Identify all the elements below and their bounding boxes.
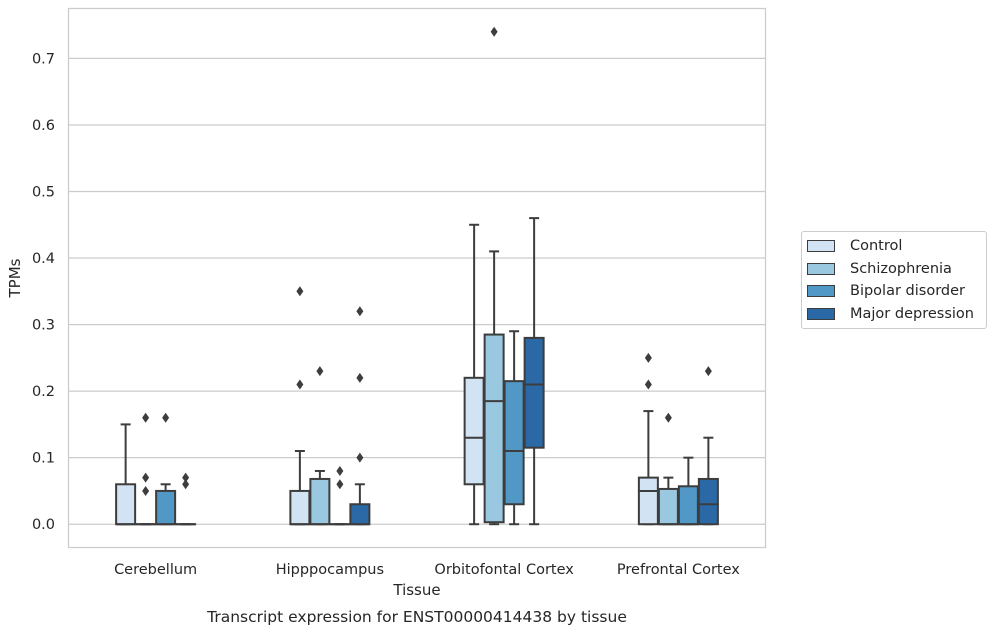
legend-swatch (807, 262, 835, 275)
outlier-point (356, 452, 364, 463)
outlier-point (316, 366, 324, 377)
y-tick-label: 0.5 (32, 184, 55, 200)
x-axis-label: Tissue (392, 581, 440, 599)
box-body (463, 376, 485, 486)
box (483, 26, 505, 526)
box (463, 223, 485, 526)
y-tick-label: 0.6 (32, 118, 55, 134)
box-body (503, 380, 525, 506)
box (503, 330, 525, 526)
box (657, 412, 679, 526)
box (289, 286, 311, 526)
box (155, 412, 177, 526)
outlier-point (644, 379, 652, 390)
legend: Control Schizophrenia Bipolar disorder Majo… (801, 231, 987, 329)
box (329, 465, 351, 526)
outlier-point (356, 306, 364, 317)
outlier-point (296, 286, 304, 297)
outlier-point (356, 372, 364, 383)
outlier-point (644, 352, 652, 363)
box (135, 412, 157, 526)
outlier-point (664, 412, 672, 423)
outlier-point (490, 26, 498, 37)
outlier-point (704, 366, 712, 377)
legend-label: Control (850, 238, 903, 255)
plot-frame (67, 7, 767, 549)
outlier-point (182, 479, 190, 490)
outlier-point (336, 479, 344, 490)
box-body (289, 489, 311, 526)
x-tick-label: Prefrontal Cortex (617, 562, 740, 578)
y-axis-label: TPMs (6, 258, 24, 298)
box (309, 366, 331, 526)
box (523, 217, 545, 526)
legend-item: Schizophrenia (802, 258, 986, 281)
box-body (115, 483, 137, 526)
chart-title: Transcript expression for ENST0000041443… (206, 608, 627, 626)
box (637, 352, 659, 526)
outlier-point (182, 472, 190, 483)
legend-item: Major depression (802, 303, 986, 326)
legend-item: Bipolar disorder (802, 280, 986, 303)
legend-item: Control (802, 235, 986, 258)
legend-label: Major depression (850, 305, 974, 322)
box-body (697, 477, 719, 526)
box-body (637, 476, 659, 526)
y-tick-label: 0.4 (32, 251, 55, 267)
box-body (523, 336, 545, 449)
legend-label: Schizophrenia (850, 260, 952, 277)
box-body (155, 489, 177, 526)
box-body (677, 485, 699, 526)
y-tick-label: 0.0 (32, 517, 55, 533)
box (115, 423, 137, 526)
legend-label: Bipolar disorder (850, 283, 965, 300)
y-tick-label: 0.2 (32, 384, 55, 400)
legend-swatch (807, 307, 835, 320)
box-body (309, 477, 331, 526)
box-body (483, 333, 505, 524)
x-axis-ticks: Cerebellum Hipppocampus Orbitofontal Corte… (114, 562, 740, 578)
box (677, 456, 699, 526)
outlier-point (142, 472, 150, 483)
outlier-point (296, 379, 304, 390)
box-plot-area (115, 26, 719, 526)
box-body (657, 487, 679, 526)
box (697, 366, 719, 526)
legend-swatch (807, 240, 835, 253)
y-tick-label: 0.3 (32, 318, 55, 334)
box (175, 472, 197, 526)
outlier-point (336, 465, 344, 476)
outlier-point (142, 485, 150, 496)
y-tick-label: 0.7 (32, 51, 55, 67)
box-body (349, 503, 371, 526)
x-tick-label: Hipppocampus (276, 562, 384, 578)
legend-swatch (807, 285, 835, 298)
y-axis-ticks: 0.0 0.1 0.2 0.3 0.4 0.5 0.6 0.7 (32, 51, 55, 533)
box (349, 306, 371, 526)
y-tick-label: 0.1 (32, 451, 55, 467)
x-tick-label: Orbitofontal Cortex (434, 562, 574, 578)
outlier-point (162, 412, 170, 423)
grid-lines (68, 57, 766, 525)
x-tick-label: Cerebellum (114, 562, 197, 578)
outlier-point (142, 412, 150, 423)
